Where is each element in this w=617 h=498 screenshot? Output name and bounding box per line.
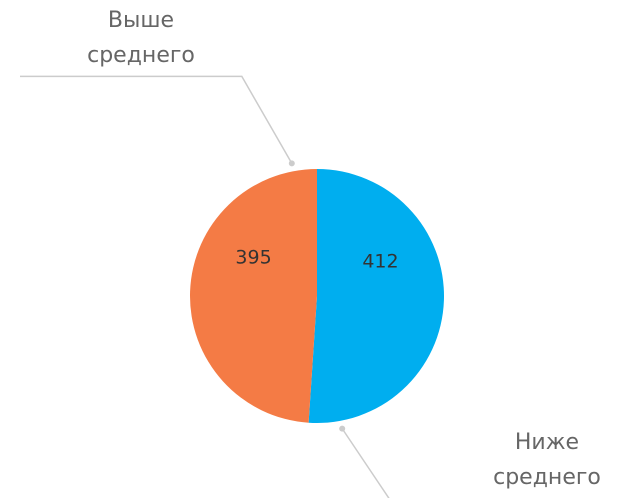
pie-slice — [190, 169, 317, 423]
category-label: Выше среднего — [87, 8, 195, 68]
pie-slice — [308, 169, 445, 423]
leader-line — [20, 75, 293, 164]
data-label: 395 — [235, 246, 271, 268]
leader-line — [341, 428, 390, 498]
data-label: 412 — [362, 251, 398, 273]
category-label: Ниже среднего — [493, 430, 601, 490]
